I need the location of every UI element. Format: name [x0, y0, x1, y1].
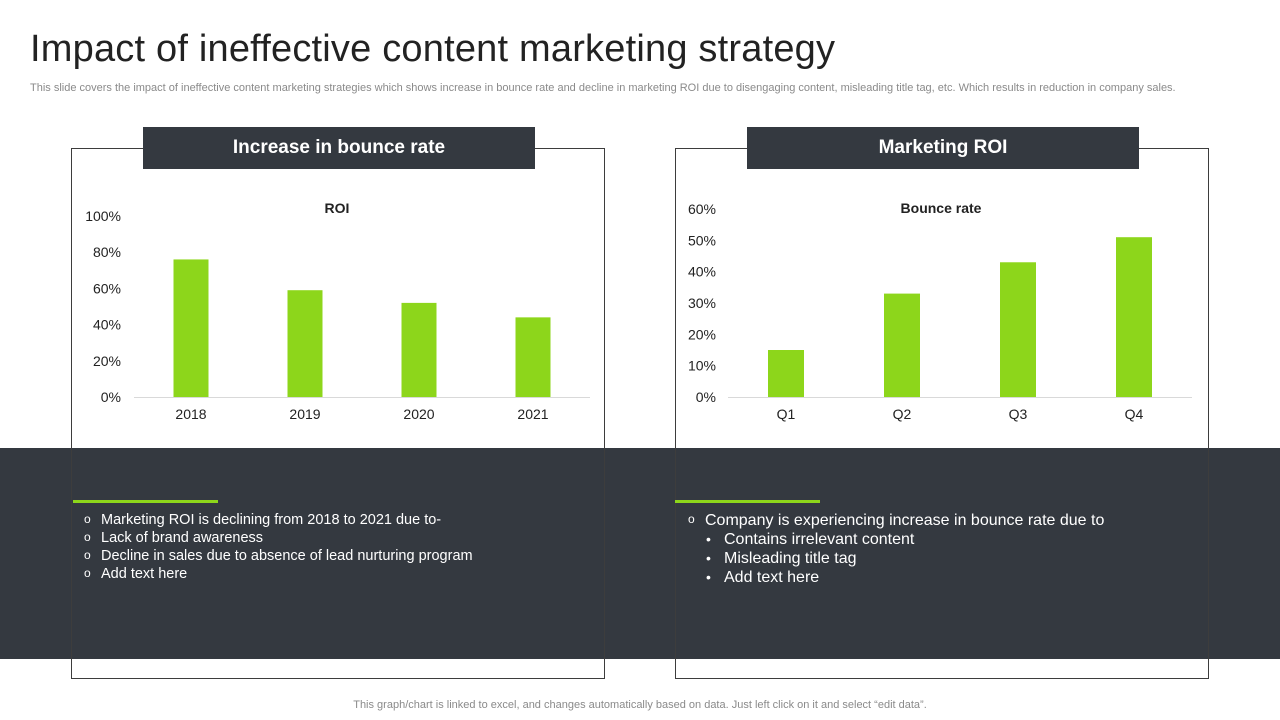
y-tick-label: 50% — [688, 232, 716, 248]
y-tick-label: 0% — [101, 389, 121, 405]
bullet-item: Decline in sales due to absence of lead … — [72, 546, 473, 565]
bar[interactable] — [173, 259, 209, 397]
bullet-item: Marketing ROI is declining from 2018 to … — [72, 510, 473, 529]
page-title: Impact of ineffective content marketing … — [30, 28, 836, 70]
bullet-item: Add text here — [72, 564, 473, 583]
bar[interactable] — [401, 302, 437, 397]
chart-title: ROI — [325, 200, 350, 216]
bar[interactable] — [884, 293, 920, 397]
x-tick-label: Q3 — [1009, 406, 1028, 422]
y-tick-label: 20% — [93, 353, 121, 369]
right-accent-line — [675, 500, 820, 503]
bounce-rate-bar-chart[interactable]: Bounce rate 0% 10% 20% 30% 40% 50% 60% Q1 Q2 Q3 Q4 — [676, 190, 1208, 435]
x-tick-label: 2019 — [289, 406, 320, 422]
right-panel-header: Marketing ROI — [747, 127, 1139, 169]
bar[interactable] — [515, 317, 551, 397]
y-tick-label: 20% — [688, 326, 716, 342]
x-tick-label: 2018 — [175, 406, 206, 422]
y-tick-label: 60% — [93, 280, 121, 296]
y-tick-label: 10% — [688, 358, 716, 374]
y-tick-label: 60% — [688, 201, 716, 217]
bullet-item: Company is experiencing increase in boun… — [676, 510, 1104, 530]
y-tick-label: 40% — [93, 317, 121, 333]
footer-note: This graph/chart is linked to excel, and… — [353, 699, 927, 711]
bar[interactable] — [287, 290, 323, 397]
right-bullet-list: Company is experiencing increase in boun… — [676, 510, 1104, 587]
x-tick-label: Q4 — [1125, 406, 1144, 422]
bar[interactable] — [768, 350, 804, 397]
bar[interactable] — [1116, 237, 1152, 397]
roi-bar-chart[interactable]: ROI 0% 20% 40% 60% 80% 100% 2018 2019 2020 2021 — [72, 190, 604, 435]
y-tick-label: 80% — [93, 244, 121, 260]
left-bullet-list: Marketing ROI is declining from 2018 to … — [72, 510, 473, 583]
y-tick-label: 30% — [688, 295, 716, 311]
y-tick-label: 40% — [688, 264, 716, 280]
bar[interactable] — [1000, 262, 1036, 397]
x-tick-label: Q2 — [893, 406, 912, 422]
y-tick-label: 0% — [696, 389, 716, 405]
sub-bullet-item: Contains irrelevant content — [676, 530, 1104, 549]
sub-bullet-item: Add text here — [676, 568, 1104, 587]
x-tick-label: Q1 — [777, 406, 796, 422]
chart-title: Bounce rate — [901, 200, 982, 216]
bullet-item: Lack of brand awareness — [72, 528, 473, 547]
y-tick-label: 100% — [85, 208, 121, 224]
page-subtitle: This slide covers the impact of ineffect… — [30, 82, 1176, 94]
sub-bullet-item: Misleading title tag — [676, 549, 1104, 568]
left-accent-line — [73, 500, 218, 503]
x-tick-label: 2020 — [403, 406, 434, 422]
x-tick-label: 2021 — [517, 406, 548, 422]
left-panel-header: Increase in bounce rate — [143, 127, 535, 169]
